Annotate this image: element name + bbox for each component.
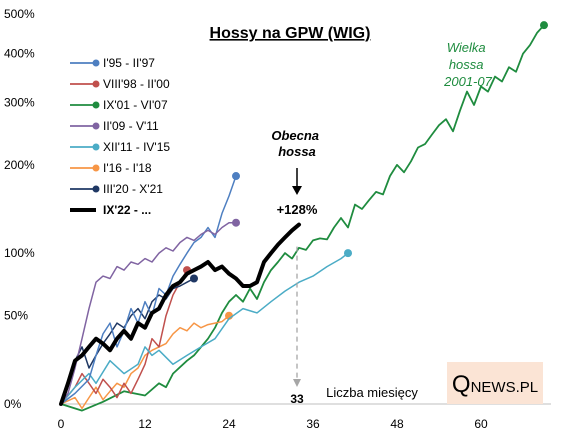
legend-label: XII'11 - IV'15 <box>103 140 170 154</box>
brand-box <box>447 362 543 404</box>
chart-title: Hossy na GPW (WIG) <box>210 25 371 42</box>
x-tick-label: 0 <box>58 417 65 431</box>
x-tick-label: 60 <box>474 417 488 431</box>
current-hossa-line-2: hossa <box>278 144 316 159</box>
x-tick-label: 24 <box>222 417 236 431</box>
legend-marker <box>92 164 100 172</box>
legend-label: I'95 - II'97 <box>103 56 155 70</box>
legend-marker <box>92 59 100 67</box>
y-axis-ticks: 0% 50% 100% 200% 300% 400% 500% <box>4 7 35 411</box>
great-hossa-annotation: Wielka hossa 2001-07 <box>443 40 492 89</box>
y-tick-label: 200% <box>4 158 35 172</box>
series-end-marker <box>190 274 198 283</box>
series-line <box>60 24 545 412</box>
current-hossa-line-1: Obecna <box>271 128 319 143</box>
current-hossa-annotation: Obecna hossa <box>271 128 322 159</box>
series-end-marker <box>232 218 240 227</box>
legend-label: I'16 - I'18 <box>103 161 152 175</box>
great-hossa-line-1: Wielka <box>447 40 486 55</box>
legend-label: IX'01 - VI'07 <box>103 98 168 112</box>
y-tick-label: 400% <box>4 47 35 61</box>
x-tick-label: 36 <box>306 417 320 431</box>
month-marker-label: 33 <box>290 392 304 406</box>
series-line <box>59 222 301 406</box>
y-tick-label: 100% <box>4 246 35 260</box>
series-end-marker <box>540 21 548 30</box>
great-hossa-line-3: 2001-07 <box>443 74 492 89</box>
series-layer <box>59 21 548 412</box>
legend-label: VIII'98 - II'00 <box>103 77 170 91</box>
series-end-marker <box>344 249 352 258</box>
series-line <box>60 221 237 405</box>
series-line <box>60 175 237 405</box>
y-tick-label: 0% <box>4 397 22 411</box>
great-hossa-line-2: hossa <box>449 57 484 72</box>
legend-marker <box>92 101 100 109</box>
legend-marker <box>92 185 100 193</box>
series-line <box>60 252 349 405</box>
legend-marker <box>92 80 100 88</box>
legend-label: III'20 - X'21 <box>103 182 163 196</box>
brand-logo-q: Q <box>452 371 471 398</box>
month-marker-arrowhead <box>293 379 301 387</box>
brand-logo: QNEWS.PL <box>452 371 538 398</box>
x-axis-ticks: 0 12 24 36 48 60 <box>58 417 488 431</box>
x-tick-label: 12 <box>138 417 152 431</box>
legend-label: IX'22 - ... <box>103 203 151 217</box>
x-tick-label: 48 <box>390 417 404 431</box>
series-line <box>60 269 188 405</box>
legend-marker <box>92 122 100 130</box>
current-value-label: +128% <box>277 202 318 217</box>
legend-marker <box>92 143 100 151</box>
legend: I'95 - II'97 VIII'98 - II'00 IX'01 - VI'07… <box>70 56 170 217</box>
current-hossa-arrowhead <box>292 186 302 195</box>
y-tick-label: 500% <box>4 7 35 21</box>
legend-label: II'09 - V'11 <box>103 119 159 133</box>
brand-logo-rest: NEWS.PL <box>471 379 539 396</box>
y-tick-label: 50% <box>4 309 28 323</box>
x-axis-title: Liczba miesięcy <box>326 385 418 400</box>
y-tick-label: 300% <box>4 95 35 109</box>
series-end-marker <box>232 172 240 181</box>
